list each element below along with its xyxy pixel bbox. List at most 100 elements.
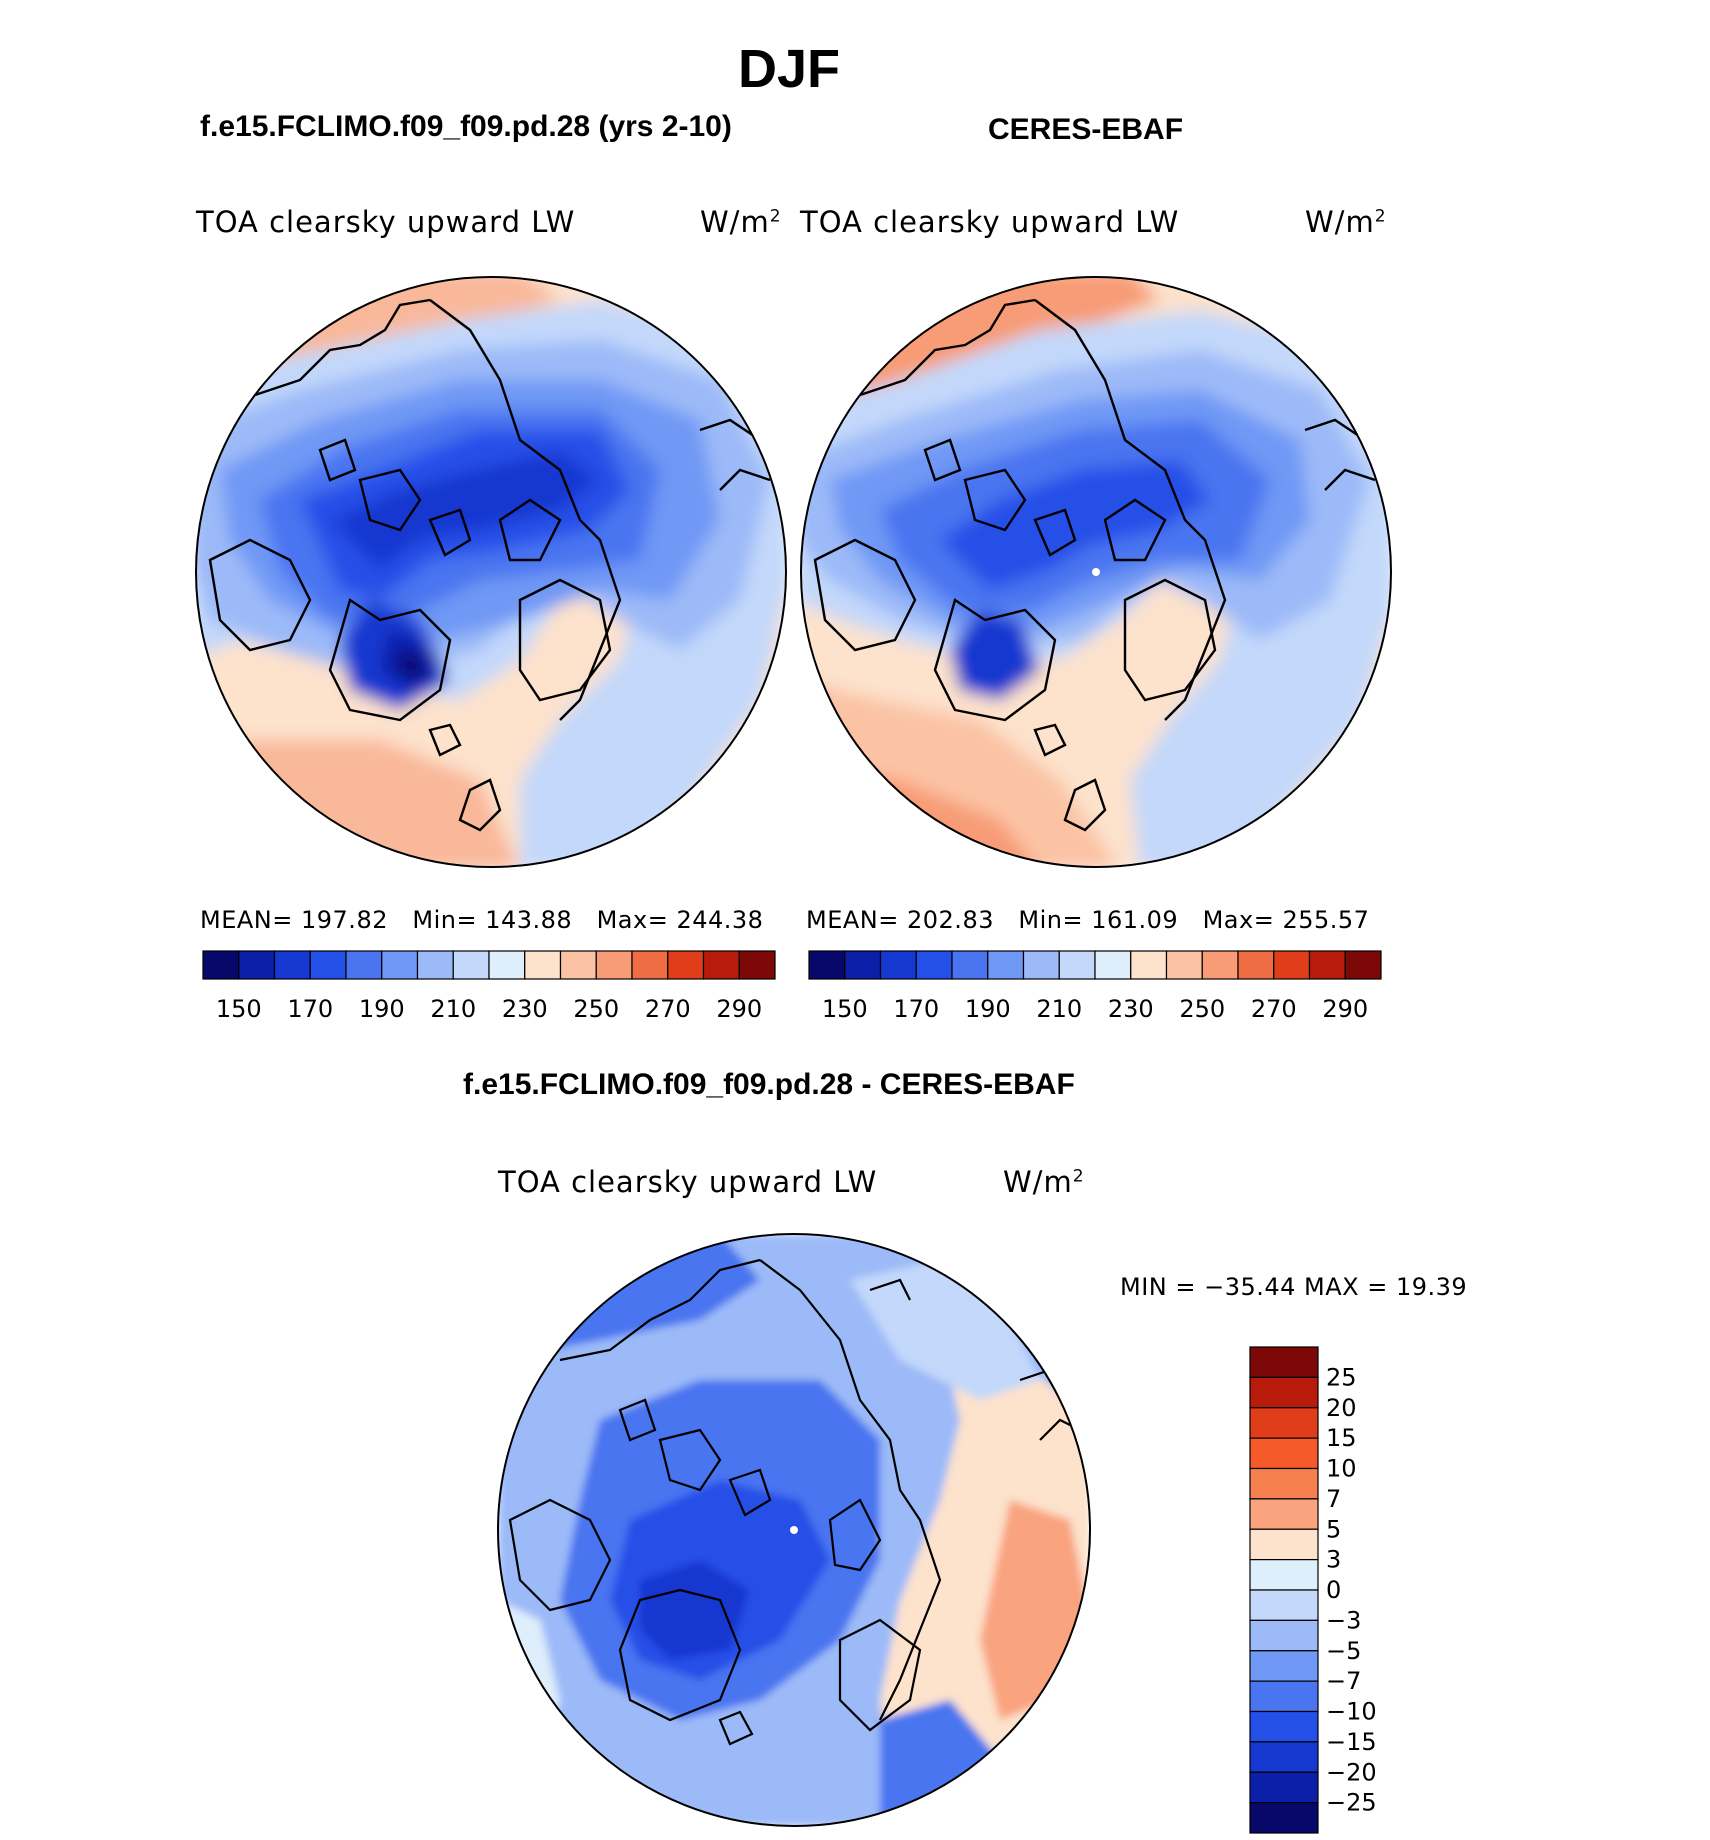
- model-colorbar-tick: 230: [502, 995, 548, 1023]
- obs-colorbar-tick: 170: [893, 995, 939, 1023]
- diff-colorbar-tick: 3: [1326, 1546, 1341, 1574]
- diff-colorbar-tick: 25: [1326, 1363, 1357, 1391]
- model-colorbar-tick: 170: [287, 995, 333, 1023]
- diff-colorbar-box: [1249, 1407, 1319, 1439]
- diff-colorbar-tick: −5: [1326, 1637, 1361, 1665]
- model-colorbar-box: [667, 950, 705, 980]
- obs-colorbar-tick: 270: [1251, 995, 1297, 1023]
- model-colorbar-box: [595, 950, 633, 980]
- diff-colorbar-box: [1249, 1498, 1319, 1530]
- obs-stats: MEAN= 202.83 Min= 161.09 Max= 255.57: [806, 906, 1370, 934]
- diff-colorbar-box: [1249, 1559, 1319, 1591]
- diff-map-border: [497, 1233, 1091, 1827]
- obs-map-border: [800, 276, 1392, 868]
- diff-colorbar-tick: 7: [1326, 1485, 1341, 1513]
- diff-colorbar-tick: 10: [1326, 1455, 1357, 1483]
- model-map: [196, 277, 786, 867]
- diff-colorbar-box: [1249, 1437, 1319, 1470]
- model-colorbar-box: [416, 950, 454, 980]
- diff-variable-label: TOA clearsky upward LW: [498, 1165, 878, 1199]
- diff-colorbar-tick: −25: [1326, 1789, 1377, 1817]
- model-map-border: [195, 276, 787, 868]
- model-colorbar: 150 170 190 210 230 250 270 290: [202, 950, 776, 1023]
- obs-colorbar-tick: 290: [1322, 995, 1368, 1023]
- diff-colorbar-box: [1249, 1346, 1319, 1378]
- obs-colorbar-box: [1344, 950, 1382, 980]
- obs-colorbar-tick: 150: [822, 995, 868, 1023]
- obs-colorbar-box: [1273, 950, 1311, 980]
- obs-panel-title: CERES-EBAF: [988, 113, 1184, 146]
- diff-colorbar-tick: −10: [1326, 1698, 1377, 1726]
- obs-colorbar-box: [1165, 950, 1203, 980]
- model-colorbar-tick: 270: [645, 995, 691, 1023]
- diff-colorbar-box: [1249, 1619, 1319, 1652]
- diff-colorbar-tick: 20: [1326, 1394, 1357, 1422]
- model-colorbar-box: [488, 950, 526, 980]
- diff-colorbar-tick: 0: [1326, 1576, 1341, 1604]
- model-colorbar-box: [559, 950, 597, 980]
- model-colorbar-box: [524, 950, 562, 980]
- model-colorbar-box: [702, 950, 740, 980]
- diff-colorbar-box: [1249, 1802, 1319, 1834]
- diff-units-label: W/m2: [1003, 1165, 1085, 1199]
- model-colorbar-tick: 250: [573, 995, 619, 1023]
- obs-colorbar-box: [1058, 950, 1096, 980]
- diff-colorbar-box: [1249, 1771, 1319, 1804]
- main-title: DJF: [737, 39, 840, 99]
- obs-map: [801, 277, 1391, 867]
- model-colorbar-box: [452, 950, 490, 980]
- diff-colorbar-box: [1249, 1741, 1319, 1773]
- diff-colorbar-box: [1249, 1680, 1319, 1713]
- obs-colorbar-tick: 230: [1108, 995, 1154, 1023]
- diff-colorbar-tick: 15: [1326, 1424, 1357, 1452]
- diff-colorbar-tick: −20: [1326, 1758, 1377, 1786]
- diff-panel-title: f.e15.FCLIMO.f09_f09.pd.28 - CERES-EBAF: [463, 1068, 1075, 1101]
- diff-colorbar-box: [1249, 1589, 1319, 1621]
- obs-colorbar-box: [1201, 950, 1239, 980]
- diff-map: [498, 1234, 1090, 1826]
- diff-colorbar-tick: −15: [1326, 1728, 1377, 1756]
- model-colorbar-box: [738, 950, 776, 980]
- diff-colorbar-box: [1249, 1528, 1319, 1561]
- obs-colorbar-box: [1130, 950, 1168, 980]
- obs-colorbar-tick: 190: [965, 995, 1011, 1023]
- obs-colorbar-box: [844, 950, 882, 980]
- obs-colorbar-box: [808, 950, 846, 980]
- diff-colorbar-tick: 5: [1326, 1515, 1341, 1543]
- model-stats: MEAN= 197.82 Min= 143.88 Max= 244.38: [200, 906, 764, 934]
- model-colorbar-box: [238, 950, 276, 980]
- model-colorbar-tick: 210: [430, 995, 476, 1023]
- model-colorbar-box: [202, 950, 240, 980]
- obs-colorbar-box: [879, 950, 917, 980]
- model-colorbar-box: [631, 950, 669, 980]
- obs-colorbar-box: [951, 950, 989, 980]
- diff-colorbar-box: [1249, 1650, 1319, 1682]
- diff-colorbar-box: [1249, 1376, 1319, 1409]
- diff-minmax: MIN = −35.44 MAX = 19.39: [1120, 1273, 1468, 1301]
- diff-colorbar-box: [1249, 1467, 1319, 1500]
- obs-colorbar-box: [1022, 950, 1060, 980]
- model-colorbar-box: [345, 950, 383, 980]
- diff-colorbar-box: [1249, 1710, 1319, 1743]
- model-colorbar-box: [381, 950, 419, 980]
- obs-colorbar-box: [1237, 950, 1275, 980]
- diff-colorbar-tick: −7: [1326, 1667, 1361, 1695]
- model-units-label: W/m2: [700, 205, 782, 239]
- obs-colorbar-box: [915, 950, 953, 980]
- model-colorbar-box: [273, 950, 311, 980]
- model-colorbar-tick: 150: [216, 995, 262, 1023]
- model-colorbar-box: [309, 950, 347, 980]
- obs-colorbar: 150 170 190 210 230 250 270 290: [808, 950, 1382, 1023]
- model-panel-title: f.e15.FCLIMO.f09_f09.pd.28 (yrs 2-10): [200, 110, 732, 143]
- obs-units-label: W/m2: [1305, 205, 1387, 239]
- obs-colorbar-box: [1094, 950, 1132, 980]
- obs-colorbar-box: [1308, 950, 1346, 980]
- model-colorbar-tick: 190: [359, 995, 405, 1023]
- model-variable-label: TOA clearsky upward LW: [196, 205, 576, 239]
- obs-colorbar-tick: 210: [1036, 995, 1082, 1023]
- obs-variable-label: TOA clearsky upward LW: [800, 205, 1180, 239]
- obs-colorbar-tick: 250: [1179, 995, 1225, 1023]
- model-colorbar-tick: 290: [716, 995, 762, 1023]
